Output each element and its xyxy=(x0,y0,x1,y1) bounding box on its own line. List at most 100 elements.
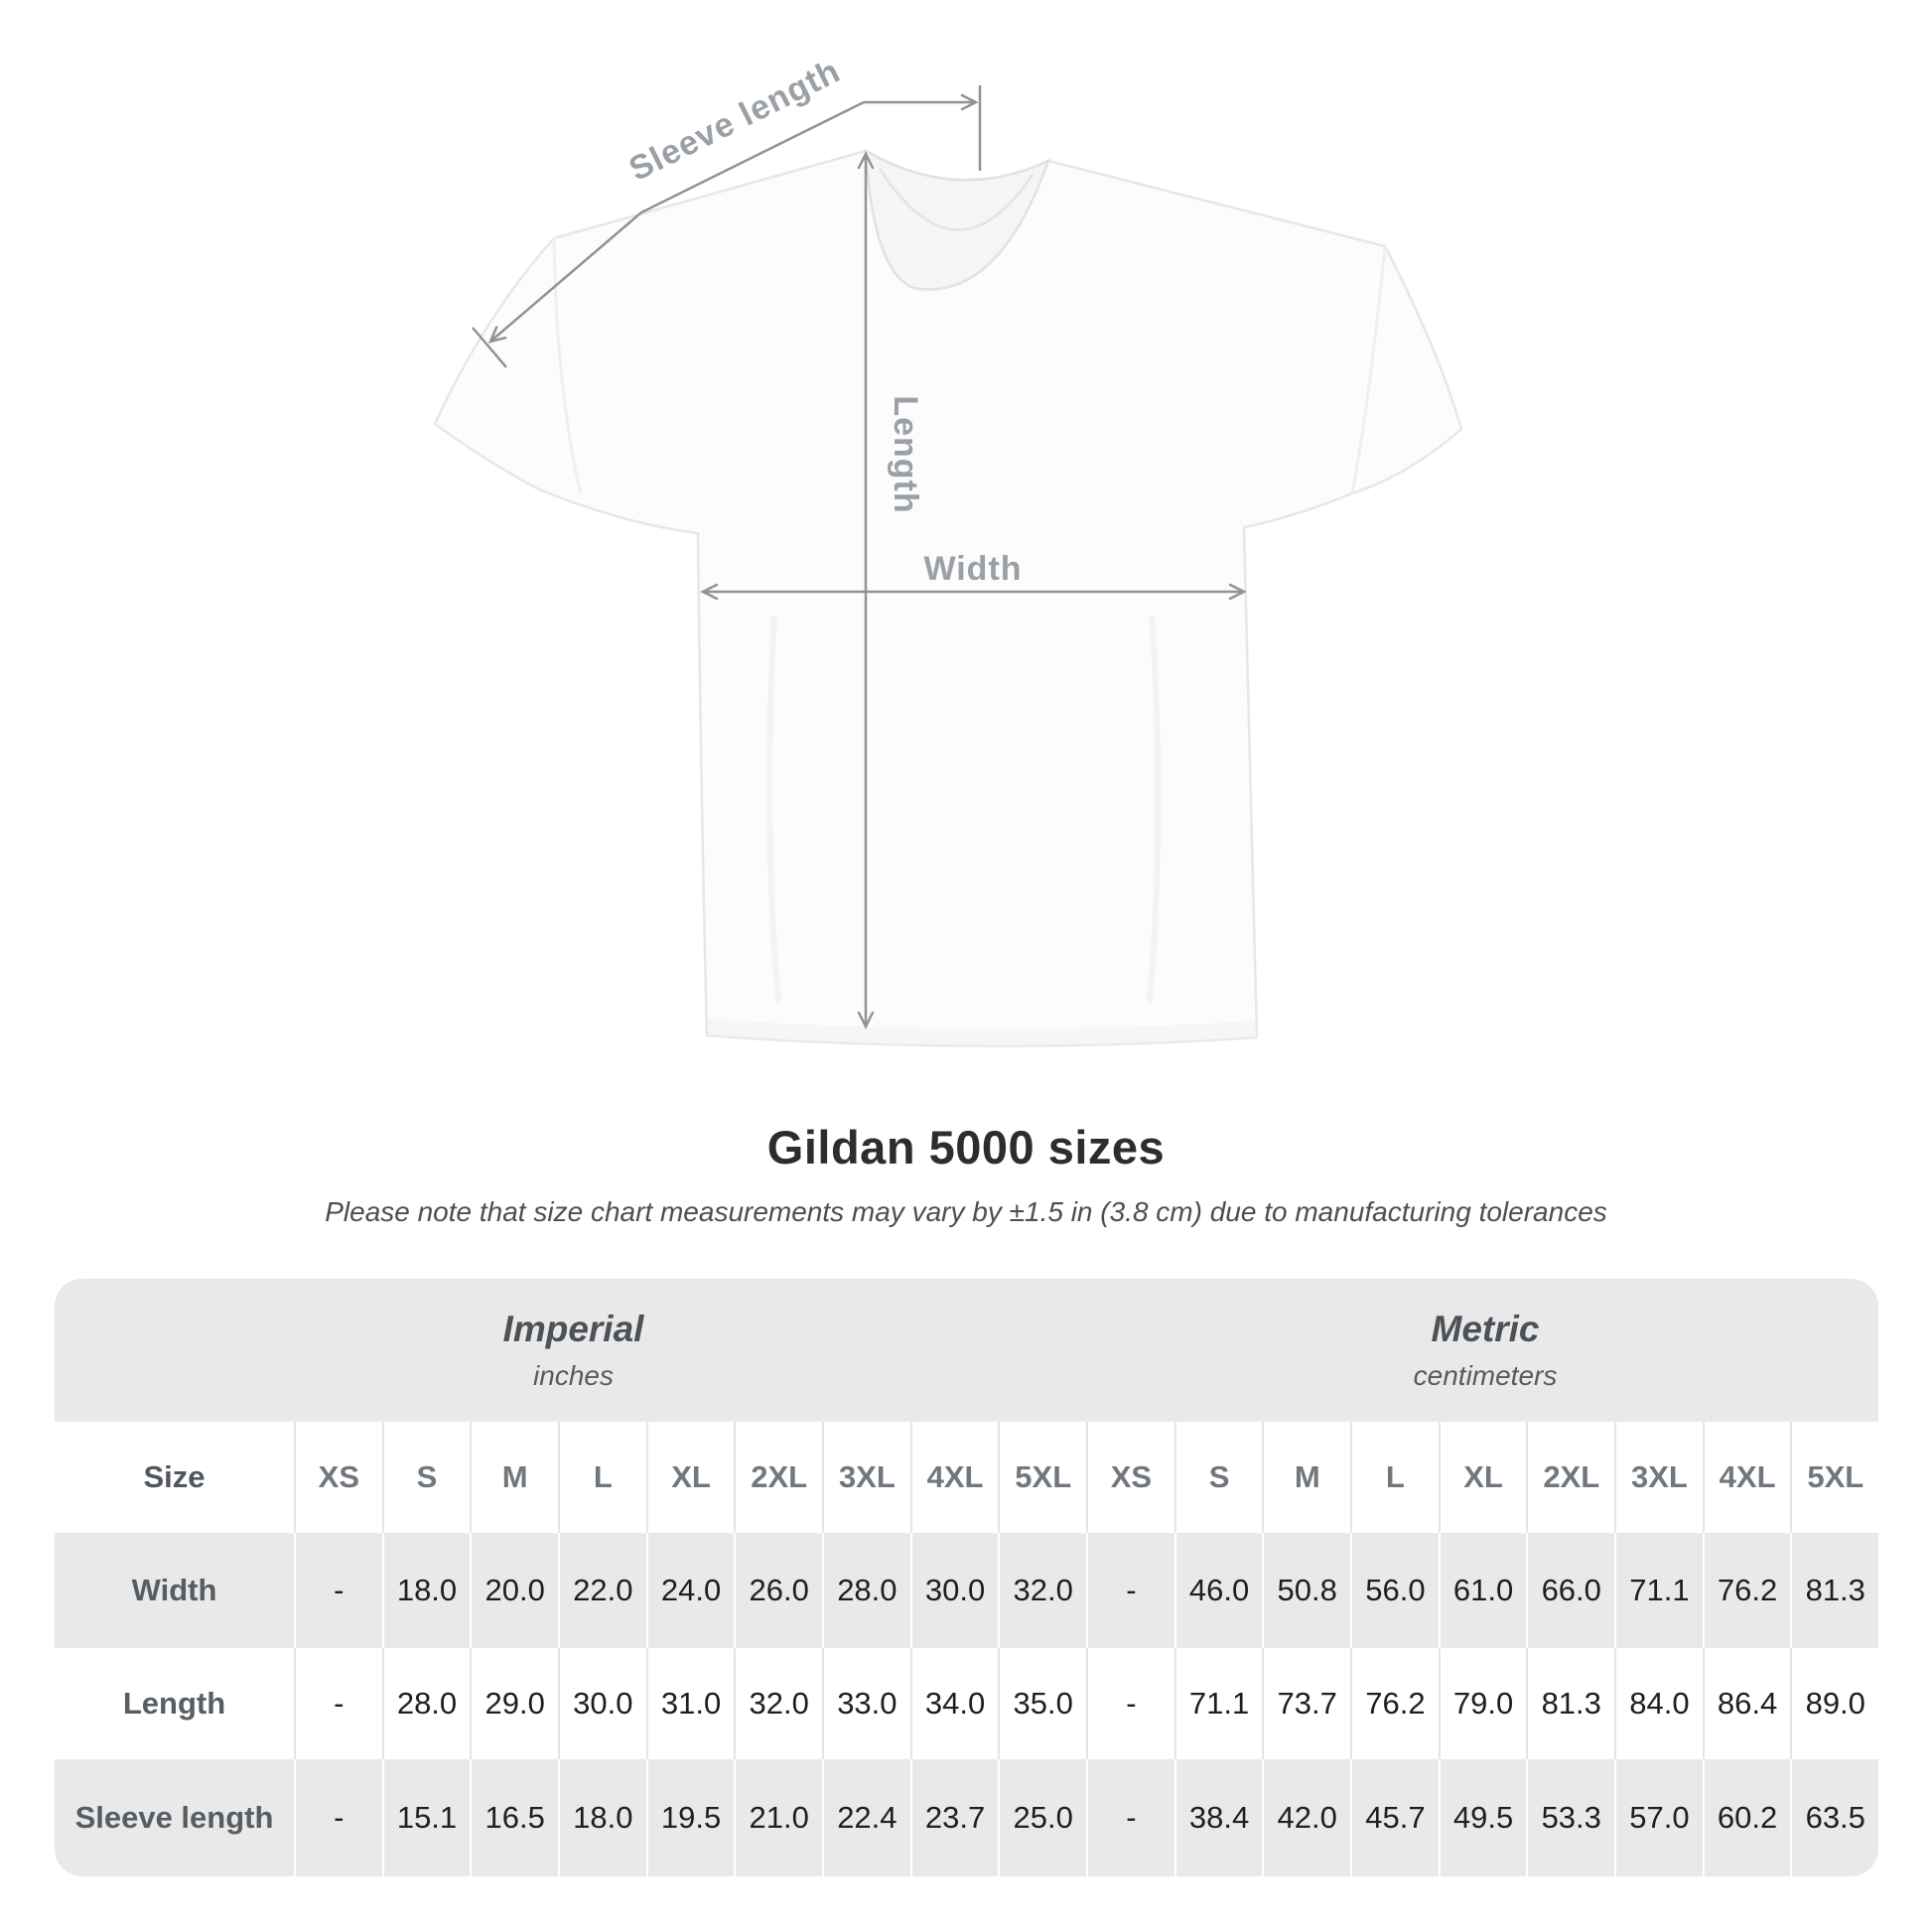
size-header-cell: L xyxy=(1350,1422,1439,1533)
table-cell: 53.3 xyxy=(1526,1759,1614,1876)
size-table: Imperial inches Metric centimeters Size X… xyxy=(55,1279,1878,1876)
table-cell: 22.4 xyxy=(822,1759,910,1876)
table-cell: 30.0 xyxy=(909,1533,999,1648)
table-cell: 50.8 xyxy=(1262,1533,1350,1648)
table-cell: 18.0 xyxy=(558,1759,646,1876)
imperial-unit-label: inches xyxy=(533,1360,614,1391)
table-cell: 24.0 xyxy=(645,1533,735,1648)
table-cell: - xyxy=(1086,1648,1174,1759)
table-cell: 76.2 xyxy=(1702,1533,1791,1648)
right-sleeve-seam xyxy=(1350,245,1387,494)
table-cell: 28.0 xyxy=(381,1648,471,1759)
metric-unit-label: centimeters xyxy=(1413,1360,1558,1391)
table-cell: 28.0 xyxy=(822,1533,910,1648)
table-cell: 19.5 xyxy=(645,1759,735,1876)
table-cell: 22.0 xyxy=(558,1533,646,1648)
table-cell: 42.0 xyxy=(1262,1759,1350,1876)
table-cell: 71.1 xyxy=(1614,1533,1703,1648)
tolerance-note: Please note that size chart measurements… xyxy=(325,1196,1607,1227)
fold-line xyxy=(1147,615,1162,1004)
sleeve-length-cuff-tick xyxy=(472,327,507,368)
table-cell: 23.7 xyxy=(909,1759,999,1876)
left-sleeve-seam xyxy=(552,237,583,495)
table-cell: 32.0 xyxy=(998,1533,1086,1648)
size-header-cell: L xyxy=(558,1422,646,1533)
table-cell: 73.7 xyxy=(1262,1648,1350,1759)
fold-line xyxy=(765,615,781,1004)
table-cell: 71.1 xyxy=(1173,1648,1263,1759)
table-cell: 16.5 xyxy=(470,1759,558,1876)
size-header-cell: XL xyxy=(1438,1422,1527,1533)
table-cell: - xyxy=(294,1759,382,1876)
size-header-cell: 2XL xyxy=(1526,1422,1614,1533)
table-cell: - xyxy=(1086,1759,1174,1876)
table-cell: 29.0 xyxy=(470,1648,558,1759)
table-row: Length -28.0 29.0 30.0 31.0 32.0 33.0 34.0 35.0-… xyxy=(55,1648,1878,1759)
imperial-label: Imperial xyxy=(502,1309,644,1349)
length-label: Length xyxy=(887,395,924,513)
table-cell: 81.3 xyxy=(1790,1533,1878,1648)
table-cell: 18.0 xyxy=(381,1533,471,1648)
table-cell: 15.1 xyxy=(381,1759,471,1876)
collar-rib-seam xyxy=(878,168,1035,231)
tshirt-diagram-svg: Sleeve length Length Width xyxy=(433,52,1463,1047)
size-header-cell: 4XL xyxy=(1702,1422,1791,1533)
table-cell: - xyxy=(294,1648,382,1759)
table-cell: 20.0 xyxy=(470,1533,558,1648)
size-header-cell: S xyxy=(1173,1422,1263,1533)
table-cell: 57.0 xyxy=(1614,1759,1703,1876)
table-cell: 61.0 xyxy=(1438,1533,1527,1648)
size-header-cell: XL xyxy=(645,1422,735,1533)
table-cell: 79.0 xyxy=(1438,1648,1527,1759)
table-cell: 66.0 xyxy=(1526,1533,1614,1648)
size-header-cell: 3XL xyxy=(822,1422,910,1533)
table-cell: - xyxy=(1086,1533,1174,1648)
table-cell: 21.0 xyxy=(734,1759,822,1876)
table-cell: 60.2 xyxy=(1702,1759,1791,1876)
table-cell: 63.5 xyxy=(1790,1759,1878,1876)
sleeve-length-diagonal-line xyxy=(487,100,865,344)
size-header-cell: 3XL xyxy=(1614,1422,1703,1533)
table-cell: 89.0 xyxy=(1790,1648,1878,1759)
table-cell: 26.0 xyxy=(734,1533,822,1648)
size-header-cell: XS xyxy=(1086,1422,1174,1533)
table-cell: - xyxy=(294,1533,382,1648)
row-label: Sleeve length xyxy=(74,1800,274,1835)
table-cell: 35.0 xyxy=(998,1648,1086,1759)
tshirt-graphic xyxy=(433,148,1463,1047)
table-cell: 25.0 xyxy=(998,1759,1086,1876)
size-column-header: Size xyxy=(143,1459,206,1494)
size-header-cell: S xyxy=(381,1422,471,1533)
size-header-cell: XS xyxy=(294,1422,382,1533)
page-title: Gildan 5000 sizes xyxy=(766,1121,1166,1173)
tshirt-measure-diagram: Sleeve length Length Width xyxy=(433,52,1463,1047)
table-cell: 56.0 xyxy=(1350,1533,1439,1648)
imperial-unit-group: Imperial inches xyxy=(55,1279,1092,1422)
table-cell: 30.0 xyxy=(558,1648,646,1759)
unit-band: Imperial inches Metric centimeters xyxy=(55,1279,1878,1422)
size-header-cell: 5XL xyxy=(1790,1422,1878,1533)
size-header-cell: M xyxy=(1262,1422,1350,1533)
table-header-row: Size XS S M L XL 2XL 3XL 4XL 5XL XS S M L XL 2XL 3XL 4XL 5… xyxy=(55,1422,1878,1533)
table-rows: Size XS S M L XL 2XL 3XL 4XL 5XL XS S M L XL 2XL 3XL 4XL 5… xyxy=(55,1422,1878,1876)
size-header-cell: 5XL xyxy=(998,1422,1086,1533)
table-cell: 76.2 xyxy=(1350,1648,1439,1759)
table-cell: 81.3 xyxy=(1526,1648,1614,1759)
table-row: Width -18.0 20.0 22.0 24.0 26.0 28.0 30.0 32.0-4… xyxy=(55,1533,1878,1648)
table-cell: 31.0 xyxy=(645,1648,735,1759)
table-row: Sleeve length -15.1 16.5 18.0 19.5 21.0 22.4 23… xyxy=(55,1759,1878,1876)
table-cell: 46.0 xyxy=(1173,1533,1263,1648)
table-cell: 38.4 xyxy=(1173,1759,1263,1876)
row-label: Width xyxy=(131,1573,217,1607)
table-cell: 34.0 xyxy=(909,1648,999,1759)
metric-unit-group: Metric centimeters xyxy=(1092,1279,1878,1422)
hem-shadow xyxy=(707,1019,1257,1046)
size-header-cell: 4XL xyxy=(909,1422,999,1533)
collar xyxy=(864,148,1051,291)
width-label: Width xyxy=(923,550,1022,588)
size-header-cell: 2XL xyxy=(734,1422,822,1533)
table-cell: 49.5 xyxy=(1438,1759,1527,1876)
size-header-cell: M xyxy=(470,1422,558,1533)
measurement-annotations xyxy=(472,85,1247,1030)
